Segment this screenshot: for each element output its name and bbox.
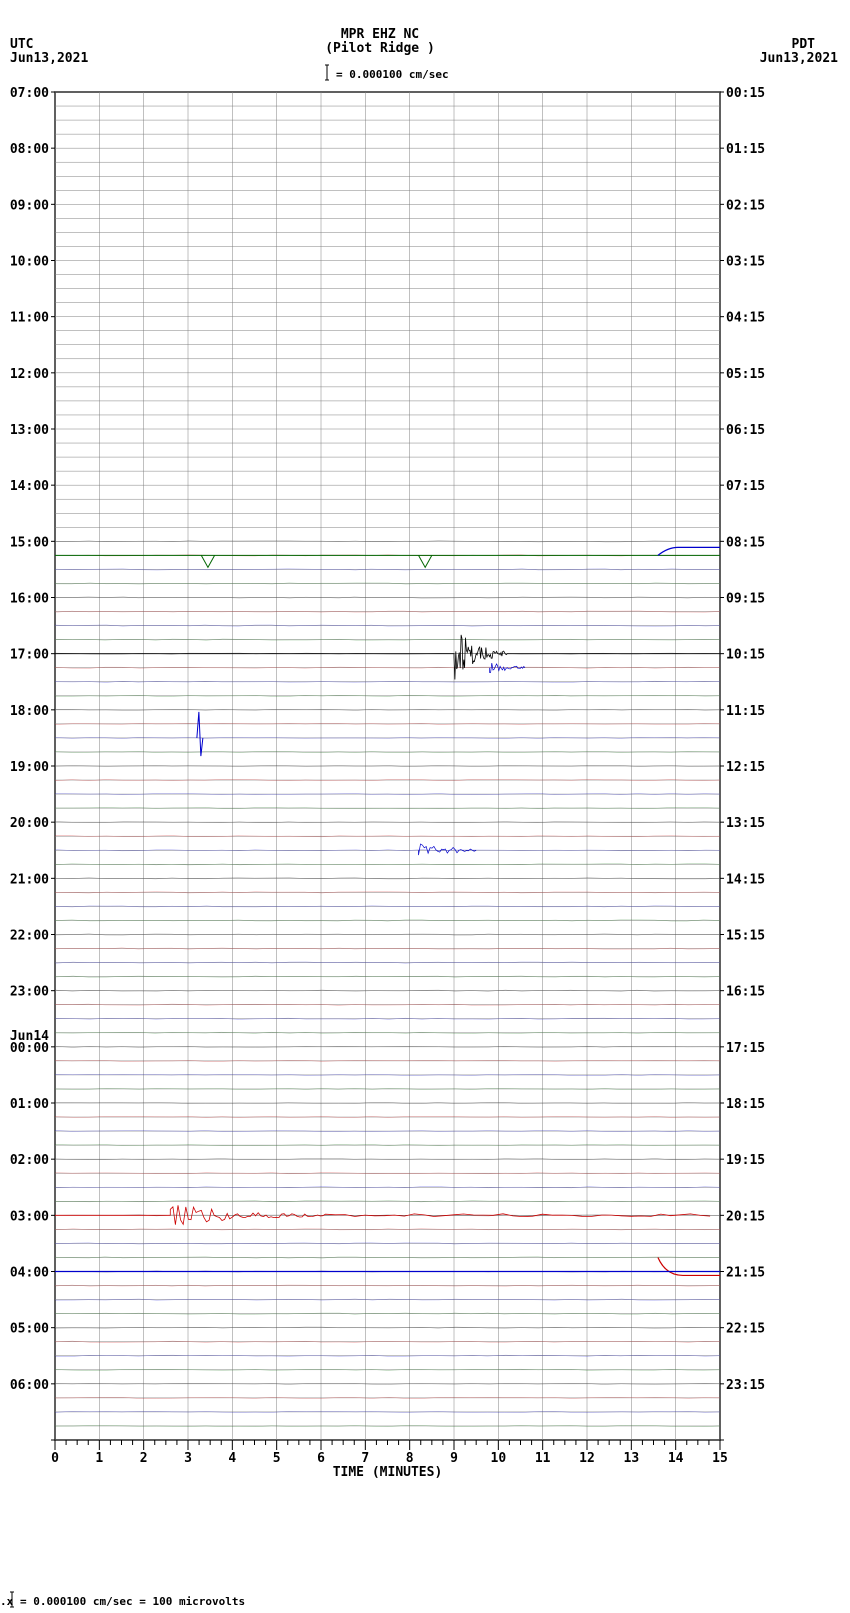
x-tick-label: 7 [361, 1451, 369, 1466]
left-hour-label: 15:00 [10, 535, 49, 550]
x-tick-label: 2 [140, 1451, 148, 1466]
left-hour-label: 00:00 [10, 1041, 49, 1056]
right-hour-label: 10:15 [726, 648, 765, 663]
x-tick-label: 3 [184, 1451, 192, 1466]
seismogram-container: MPR EHZ NC(Pilot Ridge ) = 0.000100 cm/se… [0, 0, 850, 1613]
left-hour-label: 22:00 [10, 929, 49, 944]
left-hour-label: 18:00 [10, 704, 49, 719]
left-hour-label: 08:00 [10, 142, 49, 157]
left-tz: UTC [10, 37, 33, 52]
station-code: MPR EHZ NC [341, 27, 419, 42]
left-hour-label: 07:00 [10, 86, 49, 101]
right-hour-label: 00:15 [726, 86, 765, 101]
left-date: Jun13,2021 [10, 51, 88, 66]
right-hour-label: 19:15 [726, 1153, 765, 1168]
x-tick-label: 4 [228, 1451, 236, 1466]
left-hour-label: 11:00 [10, 311, 49, 326]
x-axis-label: TIME (MINUTES) [333, 1465, 443, 1480]
seismogram-svg: MPR EHZ NC(Pilot Ridge ) = 0.000100 cm/se… [0, 0, 850, 1613]
right-hour-label: 02:15 [726, 198, 765, 213]
x-tick-label: 14 [668, 1451, 684, 1466]
right-hour-label: 07:15 [726, 479, 765, 494]
x-tick-label: 12 [579, 1451, 595, 1466]
right-hour-label: 04:15 [726, 311, 765, 326]
right-hour-label: 22:15 [726, 1322, 765, 1337]
right-hour-label: 16:15 [726, 985, 765, 1000]
x-tick-label: 6 [317, 1451, 325, 1466]
x-tick-label: 9 [450, 1451, 458, 1466]
left-hour-label: 21:00 [10, 872, 49, 887]
left-hour-label: 04:00 [10, 1266, 49, 1281]
x-tick-label: 15 [712, 1451, 728, 1466]
x-tick-label: 8 [406, 1451, 414, 1466]
left-hour-label: 20:00 [10, 816, 49, 831]
left-hour-label: 17:00 [10, 648, 49, 663]
x-tick-label: 0 [51, 1451, 59, 1466]
right-hour-label: 12:15 [726, 760, 765, 775]
x-tick-label: 1 [95, 1451, 103, 1466]
right-hour-label: 09:15 [726, 592, 765, 607]
left-hour-label: 09:00 [10, 198, 49, 213]
right-tz: PDT [792, 37, 816, 52]
right-hour-label: 13:15 [726, 816, 765, 831]
scale-label: = 0.000100 cm/sec [336, 68, 449, 81]
right-hour-label: 06:15 [726, 423, 765, 438]
x-tick-label: 5 [273, 1451, 281, 1466]
x-tick-label: 10 [491, 1451, 507, 1466]
svg-text:.x: .x [0, 1595, 14, 1608]
x-tick-label: 11 [535, 1451, 551, 1466]
right-hour-label: 05:15 [726, 367, 765, 382]
x-tick-label: 13 [624, 1451, 640, 1466]
right-hour-label: 14:15 [726, 872, 765, 887]
left-hour-label: 01:00 [10, 1097, 49, 1112]
left-hour-label: 16:00 [10, 592, 49, 607]
left-hour-label: 05:00 [10, 1322, 49, 1337]
right-hour-label: 20:15 [726, 1209, 765, 1224]
right-hour-label: 23:15 [726, 1378, 765, 1393]
right-hour-label: 18:15 [726, 1097, 765, 1112]
footer-scale: = 0.000100 cm/sec = 100 microvolts [20, 1595, 245, 1608]
right-hour-label: 08:15 [726, 535, 765, 550]
right-hour-label: 03:15 [726, 255, 765, 270]
right-hour-label: 11:15 [726, 704, 765, 719]
left-hour-label: 19:00 [10, 760, 49, 775]
left-hour-label: 06:00 [10, 1378, 49, 1393]
left-hour-label: 02:00 [10, 1153, 49, 1168]
left-hour-label: 03:00 [10, 1209, 49, 1224]
right-hour-label: 21:15 [726, 1266, 765, 1281]
left-hour-label: 10:00 [10, 255, 49, 270]
station-location: (Pilot Ridge ) [325, 41, 435, 56]
right-hour-label: 15:15 [726, 929, 765, 944]
left-hour-label: 14:00 [10, 479, 49, 494]
left-hour-label: 23:00 [10, 985, 49, 1000]
left-hour-label: 12:00 [10, 367, 49, 382]
right-hour-label: 01:15 [726, 142, 765, 157]
right-date: Jun13,2021 [760, 51, 838, 66]
right-hour-label: 17:15 [726, 1041, 765, 1056]
left-hour-label: 13:00 [10, 423, 49, 438]
